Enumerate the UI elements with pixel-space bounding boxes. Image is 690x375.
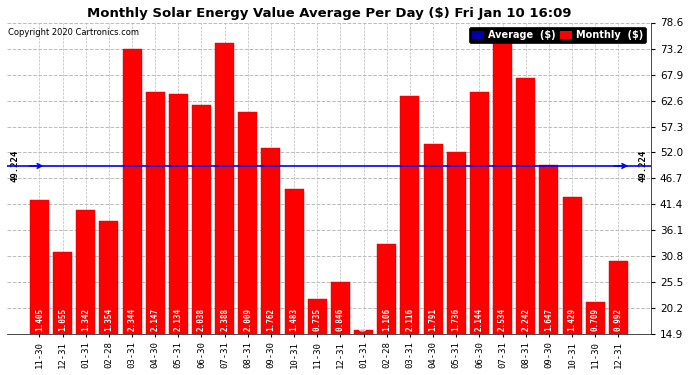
Text: 1.791: 1.791 xyxy=(428,308,437,331)
Text: 49.224: 49.224 xyxy=(638,150,647,182)
Text: 2.144: 2.144 xyxy=(475,308,484,331)
Text: 1.483: 1.483 xyxy=(290,308,299,331)
Bar xyxy=(99,221,119,375)
Bar xyxy=(540,165,558,375)
Bar xyxy=(354,330,373,375)
Bar xyxy=(586,302,604,375)
Text: 49.224: 49.224 xyxy=(10,150,19,182)
Text: 2.116: 2.116 xyxy=(406,308,415,331)
Text: Copyright 2020 Cartronics.com: Copyright 2020 Cartronics.com xyxy=(8,28,139,37)
Text: 1.106: 1.106 xyxy=(382,308,391,331)
Bar xyxy=(331,282,350,375)
Bar xyxy=(493,35,512,375)
Text: 2.344: 2.344 xyxy=(128,308,137,331)
Text: 2.038: 2.038 xyxy=(197,308,206,331)
Bar xyxy=(308,298,327,375)
Text: 2.534: 2.534 xyxy=(498,308,507,331)
Text: 1.405: 1.405 xyxy=(35,308,44,331)
Text: 2.242: 2.242 xyxy=(521,308,530,331)
Text: 0.520: 0.520 xyxy=(359,308,368,331)
Text: 1.429: 1.429 xyxy=(568,308,577,331)
Bar xyxy=(285,189,304,375)
Text: 0.735: 0.735 xyxy=(313,308,322,331)
Bar xyxy=(400,96,420,375)
Bar xyxy=(123,49,141,375)
Bar xyxy=(609,261,628,375)
Text: 1.055: 1.055 xyxy=(58,308,67,331)
Text: 1.647: 1.647 xyxy=(544,308,553,331)
Bar xyxy=(424,144,442,375)
Bar xyxy=(169,94,188,375)
Bar xyxy=(30,201,49,375)
Bar xyxy=(262,148,280,375)
Text: 0.846: 0.846 xyxy=(336,308,345,331)
Text: 2.009: 2.009 xyxy=(244,308,253,331)
Bar xyxy=(53,252,72,375)
Bar xyxy=(562,197,582,375)
Text: 0.709: 0.709 xyxy=(591,308,600,331)
Text: 2.134: 2.134 xyxy=(174,308,183,331)
Text: 1.342: 1.342 xyxy=(81,308,90,331)
Bar xyxy=(192,105,211,375)
Legend: Average  ($), Monthly  ($): Average ($), Monthly ($) xyxy=(469,27,646,43)
Bar xyxy=(377,244,396,375)
Text: 1.762: 1.762 xyxy=(266,308,275,331)
Text: 1.736: 1.736 xyxy=(452,308,461,331)
Text: 2.388: 2.388 xyxy=(220,308,229,331)
Bar xyxy=(470,92,489,375)
Text: 0.992: 0.992 xyxy=(614,308,623,331)
Bar xyxy=(446,152,466,375)
Bar xyxy=(238,112,257,375)
Bar xyxy=(215,42,234,375)
Bar xyxy=(516,78,535,375)
Title: Monthly Solar Energy Value Average Per Day ($) Fri Jan 10 16:09: Monthly Solar Energy Value Average Per D… xyxy=(87,7,571,20)
Bar xyxy=(76,210,95,375)
Text: 2.147: 2.147 xyxy=(150,308,159,331)
Bar xyxy=(146,92,165,375)
Text: 1.354: 1.354 xyxy=(104,308,113,331)
